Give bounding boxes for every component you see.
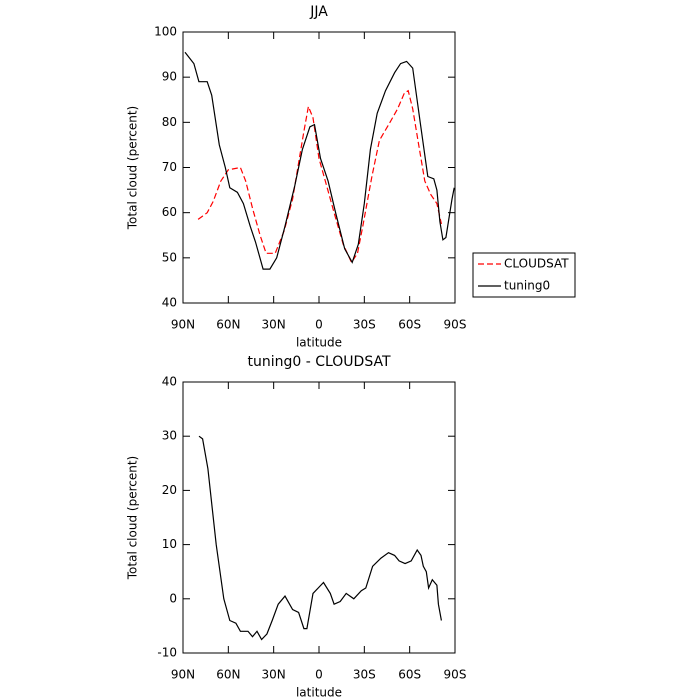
y-tick-label: 60 [162,205,177,219]
x-tick-label: 60S [398,668,421,682]
x-tick-label: 60S [398,318,421,332]
chart-title: JJA [309,4,328,20]
x-axis-label: latitude [296,686,342,700]
series-line [184,51,455,270]
x-tick-label: 60N [216,318,240,332]
y-tick-label: 50 [162,250,177,264]
y-tick-label: 0 [169,591,177,605]
plot-frame [182,381,456,654]
x-tick-label: 0 [315,318,323,332]
x-axis-label: latitude [296,336,342,350]
y-axis-label: Total cloud (percent) [126,106,140,230]
series-line [197,89,442,264]
x-tick-label: 90N [171,318,195,332]
legend-label: CLOUDSAT [504,257,569,271]
y-tick-label: 40 [162,296,177,310]
y-tick-label: 30 [162,429,177,443]
chart-title: tuning0 - CLOUDSAT [247,354,391,370]
x-tick-label: 90N [171,668,195,682]
x-tick-label: 30S [353,318,376,332]
plot-frame [182,31,456,304]
legend-frame [472,252,576,298]
x-tick-label: 60N [216,668,240,682]
y-tick-label: -10 [157,646,177,660]
series-line [198,435,442,641]
x-tick-label: 90S [444,318,467,332]
y-tick-label: 80 [162,115,177,129]
x-tick-label: 30N [262,318,286,332]
x-tick-label: 90S [444,668,467,682]
x-tick-label: 30N [262,668,286,682]
y-tick-label: 100 [154,25,177,39]
legend-label: tuning0 [504,279,550,293]
y-tick-label: 70 [162,160,177,174]
x-tick-label: 30S [353,668,376,682]
y-tick-label: 10 [162,537,177,551]
y-tick-label: 20 [162,483,177,497]
y-tick-label: 40 [162,375,177,389]
x-tick-label: 0 [315,668,323,682]
y-axis-label: Total cloud (percent) [126,456,140,580]
y-tick-label: 90 [162,70,177,84]
